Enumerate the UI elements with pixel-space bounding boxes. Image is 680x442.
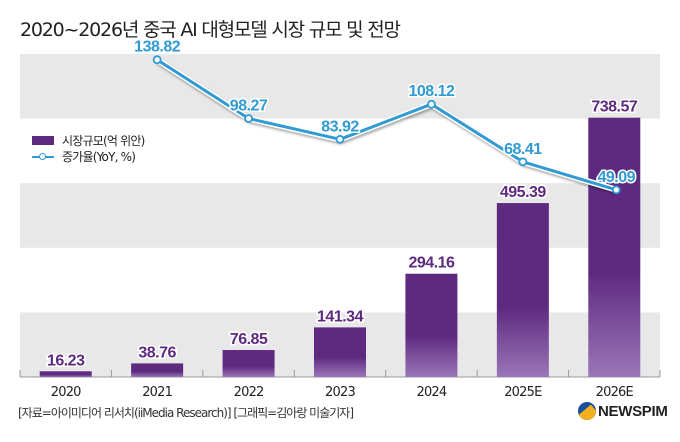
line-marker-swatch-icon: [32, 152, 54, 161]
bar-value-label: 294.16: [408, 255, 455, 272]
x-axis-label: 2021: [142, 385, 172, 400]
logo-text: NEWSPIM: [598, 402, 668, 420]
line-value-labels: 138.82 98.27 83.92 108.12 68.41 49.09: [133, 37, 638, 187]
bar-value-label: 16.23: [47, 352, 85, 369]
line-value-label: 49.09: [598, 169, 636, 186]
grid-band: [20, 183, 660, 248]
x-axis-label: 2020: [51, 385, 81, 400]
line-value-label: 108.12: [408, 83, 455, 100]
x-axis-labels: 2020 2021 2022 2023 2024 2025E 2026E: [51, 385, 635, 400]
bar-value-labels: 16.23 38.76 76.85 141.34 294.16 495.39 738.57: [45, 97, 639, 371]
legend-label-market-size: 시장규모(억 위안): [62, 133, 145, 148]
x-axis-label: 2025E: [504, 385, 542, 400]
x-axis-label: 2022: [234, 385, 264, 400]
line-point-marker: [611, 185, 621, 195]
x-axis-label: 2023: [325, 385, 355, 400]
grid-band: [20, 54, 660, 119]
x-axis-ticks: [19, 370, 661, 377]
line-value-label: 98.27: [230, 98, 268, 115]
newspim-logo: NEWSPIM: [578, 402, 668, 420]
bar-value-label: 141.34: [317, 308, 364, 325]
line-path: [156, 58, 617, 192]
bar: [39, 371, 92, 377]
bar: [222, 350, 275, 377]
legend-label-growth-rate: 증가율(YoY, %): [62, 149, 136, 164]
line-point-marker: [244, 114, 253, 123]
line-value-label: 83.92: [321, 118, 359, 135]
line-point-marker: [335, 134, 345, 144]
bar: [496, 203, 549, 377]
newspim-logo-icon: [578, 402, 596, 420]
line-value-label: 138.82: [134, 39, 181, 56]
chart-title: 2020~2026년 중국 AI 대형모델 시장 규모 및 전망: [20, 19, 401, 41]
legend-item-market-size: 시장규모(억 위안): [32, 132, 145, 148]
line-point-marker: [152, 55, 162, 65]
bar-value-label: 38.76: [138, 344, 176, 361]
bar-swatch-icon: [32, 135, 54, 145]
bar: [131, 363, 184, 377]
legend: 시장규모(억 위안) 증가율(YoY, %): [32, 132, 145, 164]
line-series: [152, 55, 621, 195]
x-axis-label: 2026E: [596, 385, 634, 400]
legend-item-growth-rate: 증가율(YoY, %): [32, 148, 144, 164]
line-point-marker: [518, 157, 528, 167]
bar: [314, 327, 366, 377]
source-credit: [자료=아이미디어 리서치(iiMedia Research)] [그래픽=김아…: [18, 406, 354, 420]
bar-value-label: 495.39: [500, 184, 547, 201]
bar-value-label: 738.57: [591, 99, 638, 116]
bar: [588, 117, 641, 378]
line-value-label: 68.41: [504, 141, 542, 158]
x-axis-label: 2024: [416, 385, 446, 400]
line-point-marker: [427, 99, 436, 109]
bar-series: [39, 117, 641, 378]
bar: [405, 273, 458, 377]
background-bands: [20, 54, 660, 377]
bar-value-label: 76.85: [230, 331, 268, 348]
